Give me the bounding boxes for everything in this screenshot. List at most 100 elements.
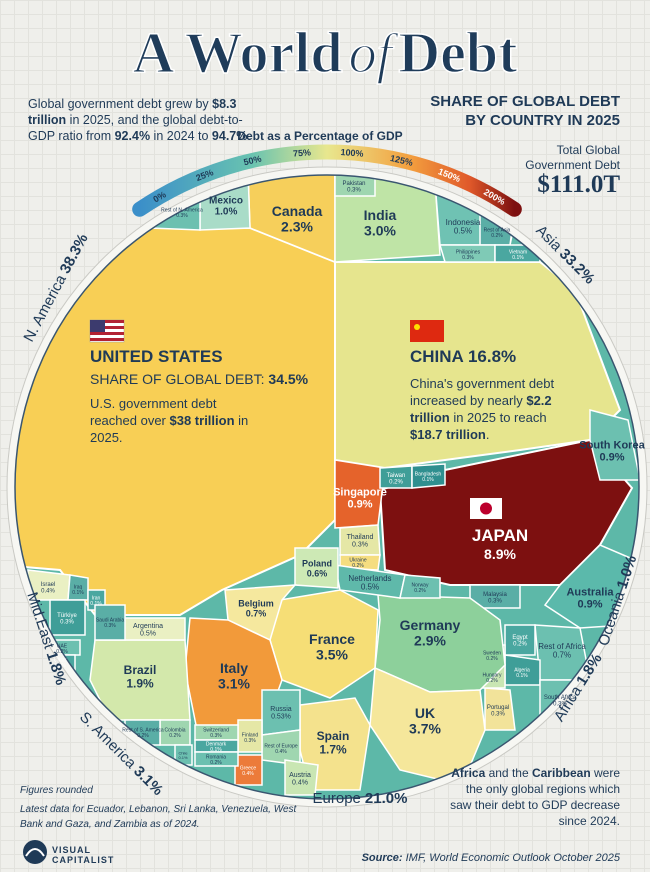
country-share: 0.3% [210,733,222,739]
country-name: Saudi Arabia [96,617,125,623]
africa-note-bold: Caribbean [531,766,591,780]
china-note-text: China's government debt increased by nea… [410,376,555,408]
footnotes: Figures rounded Latest data for Ecuador,… [20,783,320,832]
country-name: Finland [242,732,259,738]
country-name: Portugal [487,705,509,711]
us-note: U.S. government debt reached over $38 tr… [90,395,265,446]
country-name: Switzerland [203,727,229,733]
footnote: Figures rounded [20,785,93,796]
country-share: 3.7% [409,720,441,736]
intro-text: . [247,129,251,143]
country-name: Türkiye [57,613,77,619]
country-share: 0.5% [454,227,472,236]
country-name: Mexico [209,196,243,207]
title-of: of [349,23,400,85]
country-cell [589,409,639,481]
china-title: CHINA 16.8% [410,347,560,367]
country-share: 0.1% [90,601,102,607]
country-share: 0.2% [486,678,498,684]
country-name: Austria [289,772,311,779]
country-share: 0.53% [271,714,291,721]
scale-title: Debt as a Percentage of GDP [237,129,402,143]
country-name: Australia [566,586,614,598]
country-cell [399,574,441,599]
country-cell [294,547,339,589]
china-note-text: . [485,427,490,442]
country-cell [369,666,486,786]
us-note-text: in 2025. [90,413,249,445]
country-share: 0.2% [414,588,426,594]
country-name: Rest of Africa [538,642,586,651]
country-share: 0.3% [347,188,361,194]
country-name: Colombia [164,727,185,733]
us-name: UNITED STATES [90,347,223,366]
country-share: 0.2% [491,233,503,239]
country-share: 0.3% [488,599,502,605]
region-share: 38.3% [57,231,92,277]
country-cell [334,564,406,599]
country-share: 0.1% [72,590,84,596]
intro-text: Global government debt grew by [28,97,213,111]
region-label: Europe 21.0% [313,790,408,807]
japan-block: JAPAN 8.9% [470,526,530,562]
africa-note-bold: Africa [451,766,486,780]
country-share: 1.9% [126,676,154,690]
subtitle: SHARE OF GLOBAL DEBT BY COUNTRY IN 2025 [430,92,620,130]
country-share: 3.5% [316,646,348,662]
china-note-bold: $2.2 trillion [410,393,552,425]
japan-share: 8.9% [484,546,516,562]
japan-flag [470,498,502,519]
country-name: UK [415,705,435,721]
country-share: 0.3% [176,213,188,219]
subtitle-line: BY COUNTRY IN 2025 [465,112,620,129]
scale-label: 50% [243,154,263,168]
country-name: Malaysia [483,592,507,598]
country-name: Vietnam [509,249,527,255]
region-share: 21.0% [365,790,408,807]
country-share: 0.1% [516,673,528,679]
us-flag [89,319,125,343]
total-value: $111.0T [537,171,620,198]
country-name: Taiwan [387,473,406,479]
subtitle-line: SHARE OF GLOBAL DEBT [430,93,620,110]
country-cell [234,754,263,786]
scale-label: 125% [389,153,414,168]
country-share: 0.7% [246,609,267,619]
title-start: A World [133,20,343,85]
country-cell [284,759,319,796]
country-name: Rest of N. America [161,207,203,213]
country-name: Netherlands [348,574,391,583]
country-share: 0.3% [104,623,116,629]
country-name: Canada [272,203,323,219]
africa-note-text: were the only global regions which saw t… [450,766,620,828]
country-name: India [364,207,397,223]
country-share: 0.1% [512,255,524,261]
country-name: Pakistan [342,181,365,187]
africa-note-text: and the [485,766,532,780]
country-name: Ukraine [349,557,366,563]
logo: VISUAL CAPITALIST [52,845,115,865]
color-scale [132,144,522,217]
country-share: 0.2% [210,760,222,766]
country-name: South Africa [544,695,577,701]
intro-text: in 2024 to [150,129,212,143]
country-share: 0.3% [491,712,505,718]
country-share: 3.0% [364,222,396,238]
total-line: Total Global [556,143,620,157]
country-name: Belgium [238,599,274,609]
country-name: Indonesia [446,218,481,227]
total-line: Government Debt [525,158,620,172]
country-name: Denmark [206,741,227,747]
china-block: CHINA 16.8% China's government debt incr… [410,347,560,443]
country-share: 0.2% [56,649,68,655]
country-share: 0.3% [244,738,256,744]
country-name: Rest of Asia [484,227,511,233]
country-name: Bangladesh [415,471,442,477]
intro-bold: $8.3 trillion [28,97,237,127]
country-name: Brazil [124,663,157,677]
country-share: 0.1% [422,477,434,483]
country-share: 0.5% [140,631,156,638]
country-share: 0.5% [361,583,379,592]
